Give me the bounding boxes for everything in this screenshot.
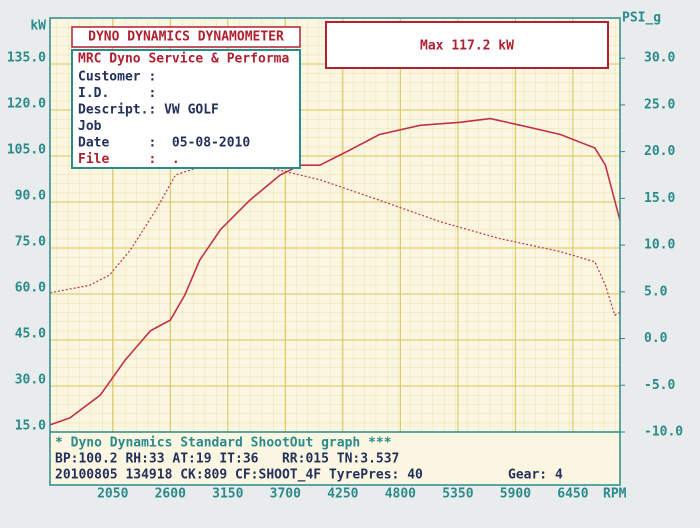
- y2-tick-label: 0.0: [644, 331, 668, 346]
- info-row: Date : 05-08-2010: [78, 136, 250, 151]
- footer-line: BP:100.2 RH:33 AT:19 IT:36 RR:015 TN:3.5…: [55, 452, 399, 467]
- y-tick-label: 120.0: [7, 97, 46, 112]
- footer-line: * Dyno Dynamics Standard ShootOut graph …: [55, 436, 392, 451]
- y2-tick-label: -10.0: [644, 425, 683, 440]
- chart-title: DYNO DYNAMICS DYNAMOMETER: [88, 30, 284, 45]
- info-frame: [71, 49, 301, 169]
- y-tick-label: 60.0: [15, 281, 46, 296]
- x-tick-label: 3700: [270, 487, 301, 502]
- y-tick-label: 45.0: [15, 327, 46, 342]
- y-axis-label: kW: [30, 19, 46, 34]
- y2-tick-label: 25.0: [644, 97, 675, 112]
- title-frame: [71, 26, 301, 48]
- x-tick-label: 5350: [442, 487, 473, 502]
- info-row: Descript.: VW GOLF: [78, 103, 219, 118]
- x-tick-label: 5900: [500, 487, 531, 502]
- y2-tick-label: 15.0: [644, 191, 675, 206]
- footer: * Dyno Dynamics Standard ShootOut graph …: [55, 436, 423, 483]
- max-label: Max 117.2 kW: [420, 39, 514, 54]
- x-tick-label: 4800: [385, 487, 416, 502]
- info-title: MRC Dyno Service & Performa: [78, 52, 289, 67]
- title-box: DYNO DYNAMICS DYNAMOMETER: [71, 26, 301, 48]
- info-row: I.D. :: [78, 86, 156, 101]
- y2-axis-label: PSI_g: [622, 11, 661, 26]
- info-row: File : .: [78, 152, 180, 167]
- max-frame: [325, 21, 609, 69]
- y2-tick-label: 30.0: [644, 51, 675, 66]
- y-tick-label: 135.0: [7, 51, 46, 66]
- info-row: Customer :: [78, 70, 156, 85]
- y-tick-label: 90.0: [15, 189, 46, 204]
- info-row: Job: [78, 119, 102, 134]
- x-tick-label: 2050: [97, 487, 128, 502]
- max-box: Max 117.2 kW: [325, 21, 609, 69]
- y-tick-label: 75.0: [15, 235, 46, 250]
- y2-tick-label: -5.0: [644, 378, 675, 393]
- y-tick-label: 15.0: [15, 419, 46, 434]
- gear: Gear: 4: [508, 468, 563, 483]
- y2-tick-label: 10.0: [644, 238, 675, 253]
- y2-tick-label: 5.0: [644, 284, 668, 299]
- x-tick-label: 4250: [327, 487, 358, 502]
- x-tick-label: 2600: [155, 487, 186, 502]
- info-box: MRC Dyno Service & Performa: [71, 49, 301, 169]
- y-tick-label: 105.0: [7, 143, 46, 158]
- x-tick-label: 6450: [557, 487, 588, 502]
- x-tick-label: 3150: [212, 487, 243, 502]
- y2-tick-label: 20.0: [644, 144, 675, 159]
- x-axis-label: RPM: [603, 487, 627, 502]
- footer-line: 20100805 134918 CK:809 CF:SHOOT_4F TyreP…: [55, 468, 423, 483]
- frame: [49, 17, 621, 486]
- y-tick-label: 30.0: [15, 373, 46, 388]
- series-line: [49, 159, 621, 317]
